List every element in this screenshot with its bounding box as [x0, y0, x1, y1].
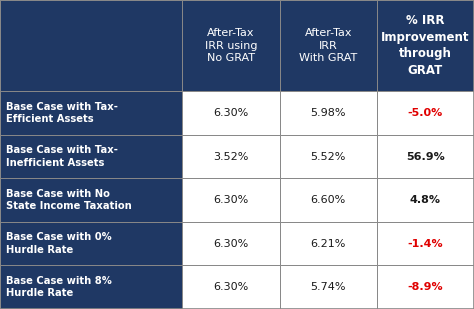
Text: Base Case with No
State Income Taxation: Base Case with No State Income Taxation [6, 189, 131, 211]
Text: 6.30%: 6.30% [213, 282, 249, 292]
Text: 4.8%: 4.8% [410, 195, 441, 205]
Bar [182, 222, 280, 265]
Text: 6.30%: 6.30% [213, 195, 249, 205]
Text: 5.74%: 5.74% [310, 282, 346, 292]
Bar [182, 0, 280, 91]
Text: 5.98%: 5.98% [310, 108, 346, 118]
Text: Base Case with Tax-
Inefficient Assets: Base Case with Tax- Inefficient Assets [6, 145, 118, 168]
Bar [182, 135, 280, 178]
Bar [0, 135, 182, 178]
Text: After-Tax
IRR
With GRAT: After-Tax IRR With GRAT [299, 28, 357, 63]
Bar [0, 222, 182, 265]
Text: -5.0%: -5.0% [408, 108, 443, 118]
Bar [280, 178, 377, 222]
Bar [0, 0, 182, 91]
Text: 6.30%: 6.30% [213, 239, 249, 249]
Text: Base Case with 0%
Hurdle Rate: Base Case with 0% Hurdle Rate [6, 232, 111, 255]
Text: -8.9%: -8.9% [408, 282, 443, 292]
Text: 56.9%: 56.9% [406, 151, 445, 162]
Bar [280, 91, 377, 135]
Text: % IRR
Improvement
through
GRAT: % IRR Improvement through GRAT [381, 14, 470, 77]
Text: Base Case with Tax-
Efficient Assets: Base Case with Tax- Efficient Assets [6, 102, 118, 124]
Bar [377, 135, 474, 178]
Bar [0, 91, 182, 135]
Bar [377, 0, 474, 91]
Bar [377, 222, 474, 265]
Bar [182, 91, 280, 135]
Text: 6.21%: 6.21% [310, 239, 346, 249]
Bar [280, 135, 377, 178]
Bar [182, 178, 280, 222]
Text: -1.4%: -1.4% [408, 239, 443, 249]
Bar [182, 265, 280, 309]
Bar [0, 178, 182, 222]
Text: Base Case with 8%
Hurdle Rate: Base Case with 8% Hurdle Rate [6, 276, 111, 298]
Bar [280, 265, 377, 309]
Bar [377, 91, 474, 135]
Bar [280, 222, 377, 265]
Text: After-Tax
IRR using
No GRAT: After-Tax IRR using No GRAT [205, 28, 257, 63]
Text: 5.52%: 5.52% [310, 151, 346, 162]
Bar [280, 0, 377, 91]
Bar [377, 265, 474, 309]
Bar [377, 178, 474, 222]
Bar [0, 265, 182, 309]
Text: 3.52%: 3.52% [213, 151, 249, 162]
Text: 6.30%: 6.30% [213, 108, 249, 118]
Text: 6.60%: 6.60% [310, 195, 346, 205]
